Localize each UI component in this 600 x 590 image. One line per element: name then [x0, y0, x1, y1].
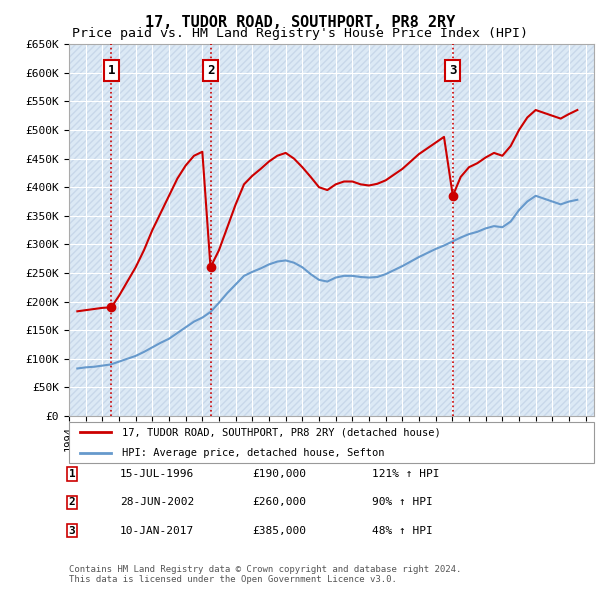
Text: 1: 1	[107, 64, 115, 77]
Text: 90% ↑ HPI: 90% ↑ HPI	[372, 497, 433, 507]
Text: £385,000: £385,000	[252, 526, 306, 536]
Text: £260,000: £260,000	[252, 497, 306, 507]
Text: 121% ↑ HPI: 121% ↑ HPI	[372, 469, 439, 479]
Text: HPI: Average price, detached house, Sefton: HPI: Average price, detached house, Seft…	[121, 448, 384, 458]
Text: 10-JAN-2017: 10-JAN-2017	[120, 526, 194, 536]
Text: £190,000: £190,000	[252, 469, 306, 479]
Text: 15-JUL-1996: 15-JUL-1996	[120, 469, 194, 479]
Text: 17, TUDOR ROAD, SOUTHPORT, PR8 2RY (detached house): 17, TUDOR ROAD, SOUTHPORT, PR8 2RY (deta…	[121, 427, 440, 437]
Text: 2: 2	[68, 497, 76, 507]
Text: 1: 1	[68, 469, 76, 479]
Text: 2: 2	[207, 64, 214, 77]
Text: 48% ↑ HPI: 48% ↑ HPI	[372, 526, 433, 536]
Text: 17, TUDOR ROAD, SOUTHPORT, PR8 2RY: 17, TUDOR ROAD, SOUTHPORT, PR8 2RY	[145, 15, 455, 30]
Text: 28-JUN-2002: 28-JUN-2002	[120, 497, 194, 507]
Text: 3: 3	[449, 64, 457, 77]
Text: Price paid vs. HM Land Registry's House Price Index (HPI): Price paid vs. HM Land Registry's House …	[72, 27, 528, 40]
Text: Contains HM Land Registry data © Crown copyright and database right 2024.
This d: Contains HM Land Registry data © Crown c…	[69, 565, 461, 584]
Text: 3: 3	[68, 526, 76, 536]
FancyBboxPatch shape	[69, 422, 594, 463]
